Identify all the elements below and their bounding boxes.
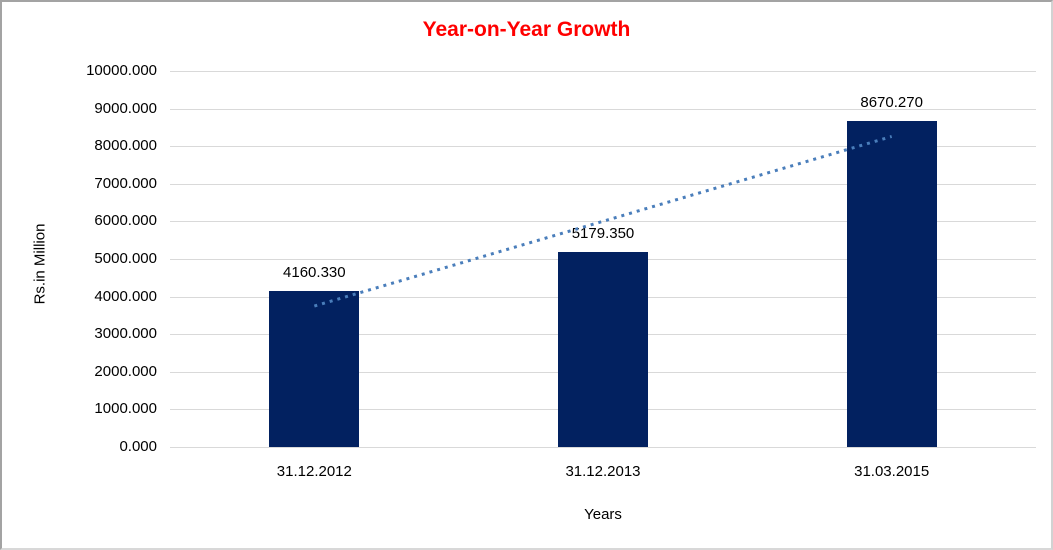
y-tick-label: 1000.000	[94, 400, 157, 418]
y-tick-label: 5000.000	[94, 250, 157, 267]
bar	[269, 290, 360, 447]
bar	[558, 252, 648, 447]
chart-title: Year-on-Year Growth	[422, 18, 631, 41]
y-tick-label: 2000.000	[94, 362, 157, 380]
x-tick-label: 31.03.2015	[854, 463, 930, 480]
x-tick-label: 31.12.2012	[276, 463, 352, 480]
y-tick-label: 8000.000	[94, 137, 157, 155]
data-label: 8670.270	[860, 93, 923, 111]
x-axis-title: Years	[584, 506, 622, 523]
y-tick-label: 7000.000	[94, 174, 157, 192]
gridline	[170, 447, 1036, 448]
data-label: 4160.330	[283, 263, 346, 281]
y-tick-label: 6000.000	[94, 212, 157, 230]
y-tick-label: 3000.000	[94, 325, 157, 343]
y-tick-label: 0.000	[119, 438, 157, 455]
y-tick-label: 9000.000	[94, 99, 157, 117]
plot-area: 4160.330 5179.350 8670.270	[170, 71, 1036, 448]
x-tick-label: 31.12.2013	[565, 463, 641, 480]
bar	[846, 120, 937, 447]
gridline	[170, 71, 1036, 72]
data-label: 5179.350	[571, 225, 635, 243]
y-tick-label: 10000.000	[86, 62, 157, 79]
y-tick-label: 4000.000	[94, 287, 157, 305]
gridline	[170, 108, 1036, 110]
